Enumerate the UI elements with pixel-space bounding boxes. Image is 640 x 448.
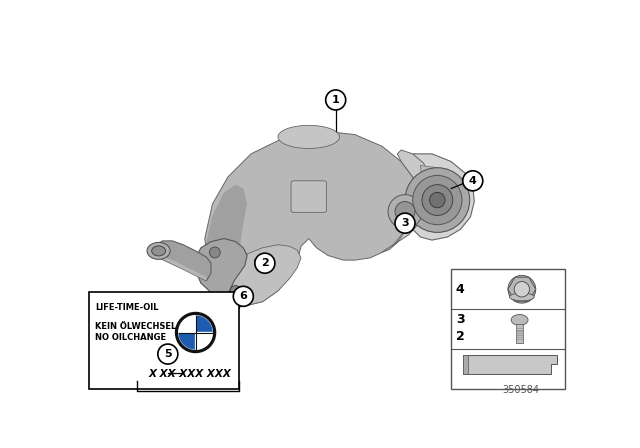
Text: 3: 3	[401, 218, 409, 228]
Circle shape	[145, 348, 172, 375]
Polygon shape	[463, 355, 468, 374]
Wedge shape	[179, 316, 196, 332]
Text: NO OILCHANGE: NO OILCHANGE	[95, 333, 166, 342]
Wedge shape	[179, 332, 196, 349]
Ellipse shape	[147, 242, 170, 259]
Circle shape	[413, 176, 462, 225]
Ellipse shape	[181, 327, 228, 358]
Polygon shape	[413, 154, 474, 240]
Circle shape	[179, 316, 212, 349]
Circle shape	[326, 90, 346, 110]
Polygon shape	[196, 238, 247, 299]
Text: 2: 2	[261, 258, 269, 268]
Text: 350584: 350584	[502, 385, 539, 395]
Text: 5: 5	[164, 349, 172, 359]
Ellipse shape	[278, 125, 340, 148]
Circle shape	[508, 276, 536, 303]
Circle shape	[388, 195, 422, 228]
Ellipse shape	[509, 293, 534, 301]
Text: 1: 1	[332, 95, 340, 105]
FancyBboxPatch shape	[90, 293, 239, 389]
Text: 6: 6	[239, 291, 247, 302]
Circle shape	[463, 171, 483, 191]
Polygon shape	[206, 185, 247, 300]
Circle shape	[230, 285, 241, 296]
Circle shape	[209, 247, 220, 258]
Circle shape	[175, 313, 216, 353]
FancyBboxPatch shape	[516, 324, 524, 343]
Circle shape	[395, 202, 415, 222]
Ellipse shape	[172, 319, 238, 366]
Circle shape	[429, 192, 445, 208]
Circle shape	[405, 168, 470, 233]
Circle shape	[395, 213, 415, 233]
Circle shape	[422, 185, 452, 215]
Polygon shape	[163, 256, 206, 281]
Text: 3: 3	[456, 313, 465, 326]
Text: LIFE-TIME-OIL: LIFE-TIME-OIL	[95, 303, 159, 312]
Polygon shape	[224, 245, 301, 306]
Text: KEIN ÖLWECHSEL: KEIN ÖLWECHSEL	[95, 322, 177, 331]
Ellipse shape	[511, 314, 528, 325]
Ellipse shape	[152, 246, 166, 256]
Text: 2: 2	[456, 330, 465, 343]
Circle shape	[234, 286, 253, 306]
Polygon shape	[417, 165, 460, 229]
Circle shape	[255, 253, 275, 273]
Polygon shape	[205, 131, 417, 306]
Wedge shape	[196, 332, 212, 349]
Polygon shape	[508, 277, 536, 301]
FancyBboxPatch shape	[291, 181, 326, 212]
Polygon shape	[463, 355, 557, 374]
Text: X XX XXX XXX: X XX XXX XXX	[149, 370, 232, 379]
Polygon shape	[382, 150, 432, 252]
FancyBboxPatch shape	[451, 269, 565, 389]
Wedge shape	[196, 316, 212, 332]
Circle shape	[151, 354, 166, 370]
Text: 4: 4	[469, 176, 477, 186]
Polygon shape	[137, 337, 180, 386]
Circle shape	[158, 344, 178, 364]
Polygon shape	[155, 241, 211, 281]
Circle shape	[514, 281, 529, 297]
Text: 4: 4	[456, 283, 465, 296]
